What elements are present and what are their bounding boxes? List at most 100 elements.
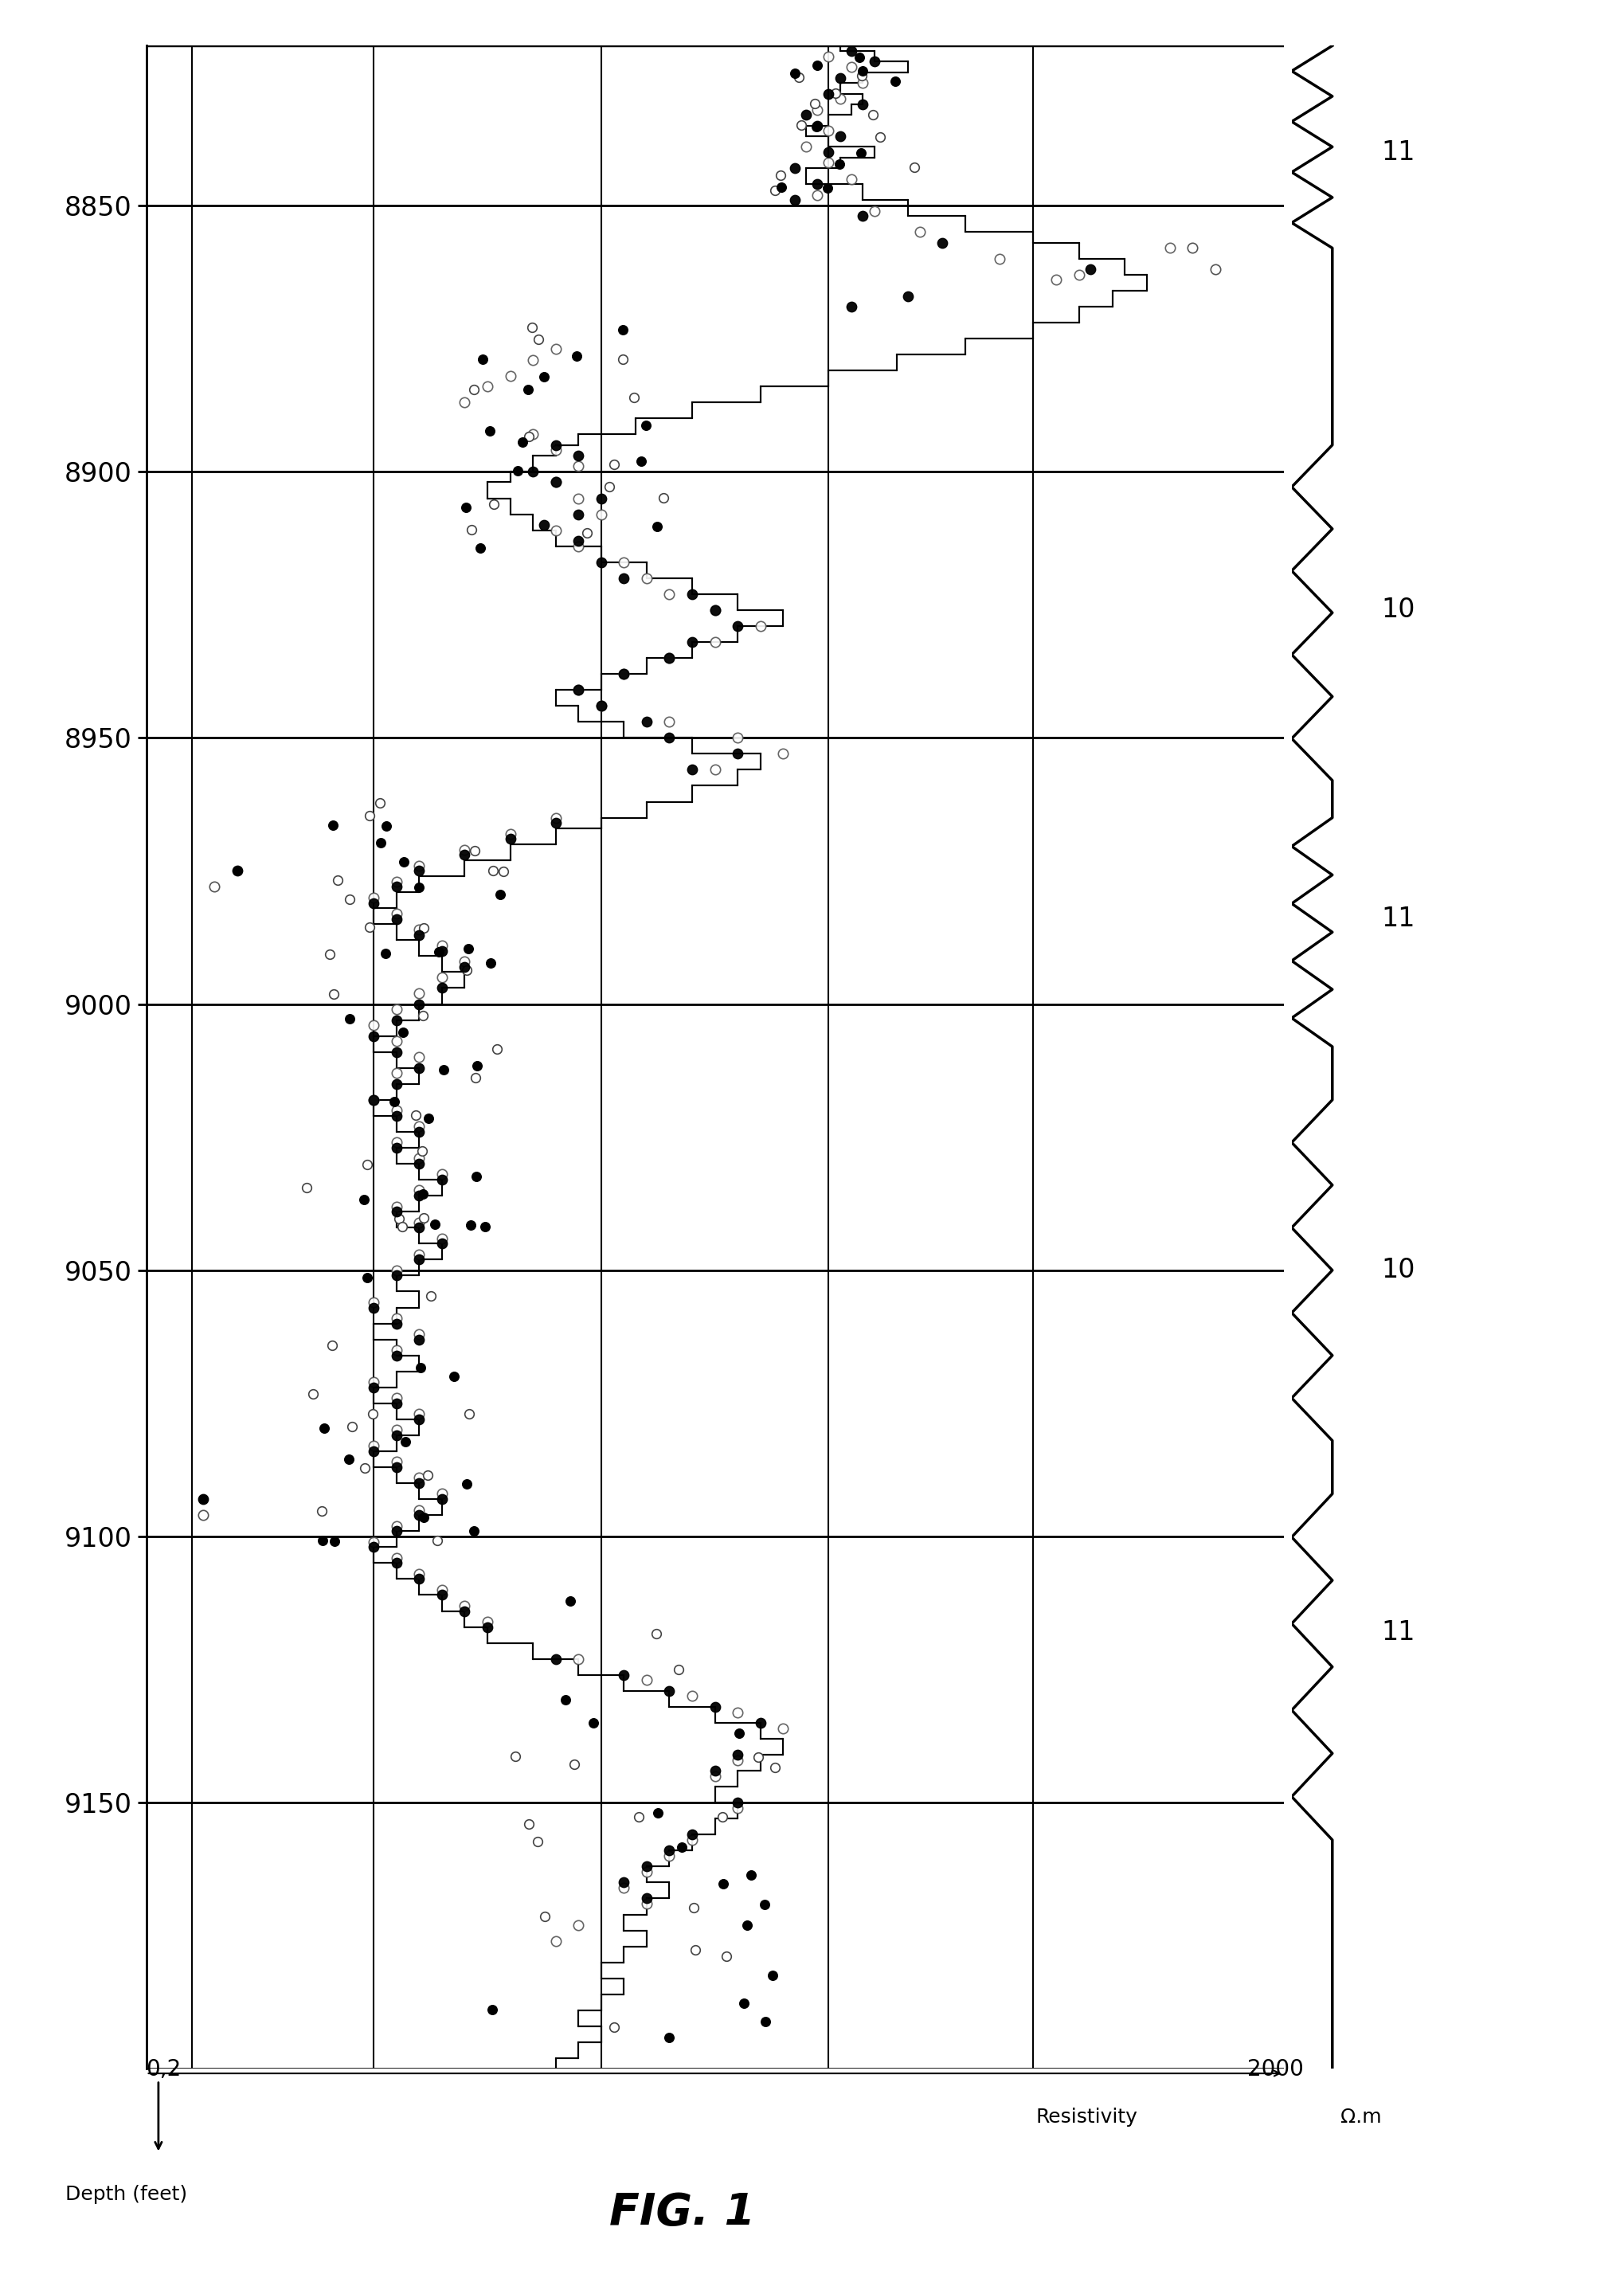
Point bbox=[382, 1084, 408, 1120]
Point bbox=[453, 951, 479, 988]
Point bbox=[406, 985, 432, 1022]
Point bbox=[762, 1749, 788, 1785]
Point bbox=[497, 816, 523, 853]
Point bbox=[611, 544, 637, 581]
Point bbox=[351, 1182, 377, 1218]
Point bbox=[656, 704, 682, 741]
Point bbox=[383, 896, 409, 933]
Point bbox=[300, 1376, 326, 1413]
Point bbox=[542, 1641, 568, 1678]
Point bbox=[664, 1650, 690, 1687]
Point bbox=[422, 1207, 448, 1244]
Point bbox=[768, 169, 794, 206]
Point bbox=[1202, 251, 1228, 288]
Point bbox=[679, 624, 705, 661]
Point bbox=[409, 1175, 435, 1212]
Point bbox=[849, 64, 875, 101]
Point bbox=[565, 437, 591, 473]
Point bbox=[814, 169, 840, 206]
Point bbox=[361, 1433, 387, 1470]
Point bbox=[374, 807, 400, 844]
Point bbox=[702, 1753, 728, 1790]
Point bbox=[542, 464, 568, 501]
Point bbox=[633, 560, 659, 597]
Point bbox=[669, 1829, 695, 1865]
Point bbox=[406, 1458, 432, 1495]
Point bbox=[679, 1822, 705, 1859]
Point bbox=[409, 1132, 435, 1168]
Point bbox=[505, 453, 531, 489]
Point bbox=[383, 1538, 409, 1575]
Point bbox=[515, 1806, 541, 1843]
Point bbox=[339, 1408, 365, 1445]
Point bbox=[588, 688, 614, 725]
Point bbox=[846, 39, 872, 75]
Point bbox=[515, 418, 541, 455]
Point bbox=[565, 523, 591, 560]
Point bbox=[411, 910, 437, 946]
Point bbox=[588, 544, 614, 581]
Point bbox=[793, 128, 818, 165]
Point bbox=[383, 1449, 409, 1486]
Point bbox=[838, 32, 864, 69]
Point bbox=[424, 1522, 450, 1559]
Point bbox=[713, 1939, 739, 1975]
Point bbox=[656, 2019, 682, 2055]
Point bbox=[770, 1710, 796, 1747]
Point bbox=[815, 39, 841, 75]
Point bbox=[804, 167, 830, 203]
Text: 10: 10 bbox=[1380, 1257, 1415, 1282]
Point bbox=[611, 656, 637, 693]
Point bbox=[406, 1049, 432, 1086]
Point bbox=[201, 869, 227, 905]
Point bbox=[882, 64, 908, 101]
Point bbox=[310, 1410, 336, 1447]
Point bbox=[294, 1168, 320, 1205]
Point bbox=[417, 1278, 443, 1314]
Point bbox=[710, 1799, 736, 1836]
Point bbox=[804, 46, 830, 82]
Point bbox=[680, 1888, 706, 1925]
Point bbox=[609, 341, 635, 377]
Point bbox=[643, 1616, 669, 1653]
Point bbox=[633, 1854, 659, 1891]
Point bbox=[724, 1737, 750, 1774]
Point bbox=[611, 656, 637, 693]
Point bbox=[484, 1031, 510, 1068]
Point bbox=[224, 853, 250, 889]
Point bbox=[406, 1561, 432, 1598]
Point bbox=[309, 1522, 335, 1559]
Point bbox=[804, 91, 830, 128]
Point bbox=[542, 331, 568, 368]
Point bbox=[502, 1737, 528, 1774]
Point bbox=[1179, 231, 1205, 267]
Point bbox=[601, 2009, 627, 2046]
Point bbox=[391, 1424, 417, 1461]
Point bbox=[429, 1221, 455, 1257]
Point bbox=[861, 192, 887, 229]
Point bbox=[611, 1657, 637, 1694]
Point bbox=[383, 1305, 409, 1342]
Point bbox=[406, 912, 432, 949]
Point bbox=[487, 876, 513, 912]
Point bbox=[474, 1602, 500, 1639]
Point bbox=[724, 736, 750, 773]
Point bbox=[573, 514, 599, 551]
Text: 11: 11 bbox=[1380, 1618, 1415, 1646]
Point bbox=[542, 464, 568, 501]
Point bbox=[580, 1705, 606, 1742]
Point bbox=[849, 87, 875, 123]
Point bbox=[520, 341, 546, 377]
Point bbox=[406, 1554, 432, 1591]
Point bbox=[466, 530, 492, 567]
Point bbox=[429, 1481, 455, 1518]
Point bbox=[520, 309, 546, 345]
Point bbox=[656, 576, 682, 613]
Point bbox=[406, 1209, 432, 1246]
Point bbox=[406, 1173, 432, 1209]
Point bbox=[542, 432, 568, 469]
Point bbox=[762, 171, 788, 208]
Text: 10: 10 bbox=[1380, 597, 1415, 624]
Point bbox=[770, 736, 796, 773]
Point bbox=[361, 1429, 387, 1465]
